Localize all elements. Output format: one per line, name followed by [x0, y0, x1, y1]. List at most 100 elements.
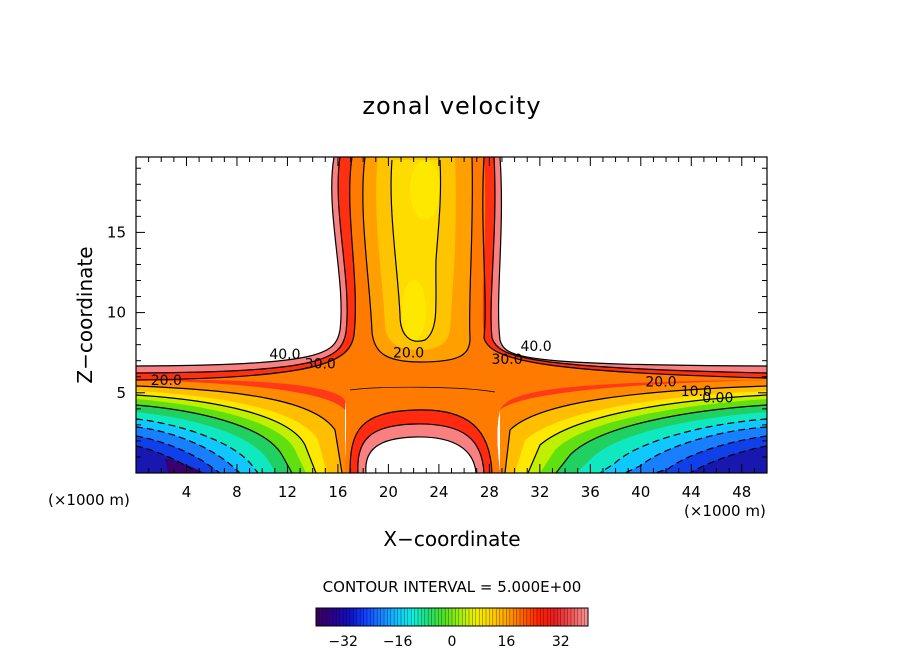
colorbar-swatch — [424, 608, 429, 626]
colorbar-swatch — [363, 608, 368, 626]
colorbar-swatch — [479, 608, 484, 626]
colorbar-tick-label: 32 — [552, 634, 570, 650]
colorbar-swatch — [506, 608, 511, 626]
colorbar-swatch — [435, 608, 439, 626]
colorbar-swatch — [574, 608, 579, 626]
x-tick-label: 44 — [682, 483, 701, 501]
colorbar-swatch — [411, 608, 416, 626]
x-unit-left: (×1000 m) — [48, 491, 130, 509]
x-tick-label: 8 — [232, 483, 242, 501]
colorbar-swatch — [353, 608, 358, 626]
y-axis-ticks: 5 10 15 — [107, 167, 767, 458]
colorbar-swatch — [513, 608, 518, 626]
y-axis-label: Z−coordinate — [73, 246, 97, 383]
colorbar-swatch — [339, 608, 344, 626]
colorbar-swatch — [377, 608, 382, 626]
colorbar-swatch — [486, 608, 490, 626]
colorbar-swatch — [401, 608, 405, 626]
x-tick-label: 12 — [278, 483, 297, 501]
contour-interval-text: CONTOUR INTERVAL = 5.000E+00 — [323, 578, 582, 596]
colorbar-swatch — [472, 608, 477, 626]
colorbar-swatch — [509, 608, 514, 626]
colorbar-swatch — [319, 608, 324, 626]
colorbar-swatch — [346, 608, 351, 626]
x-tick-label: 32 — [530, 483, 549, 501]
contour-label: 30.0 — [491, 352, 522, 368]
x-unit-right: (×1000 m) — [684, 502, 766, 520]
colorbar-swatch — [367, 608, 371, 626]
colorbar-swatch — [390, 608, 395, 626]
colorbar-swatch — [418, 608, 422, 626]
colorbar-swatch — [547, 608, 552, 626]
colorbar-swatch — [322, 608, 327, 626]
colorbar-swatch — [465, 608, 470, 626]
colorbar-swatch — [523, 608, 528, 626]
colorbar-swatch — [584, 608, 589, 626]
colorbar-swatch — [496, 608, 501, 626]
x-tick-label: 24 — [429, 483, 448, 501]
contour-label: 40.0 — [520, 339, 551, 355]
colorbar-swatch — [554, 608, 558, 626]
colorbar-tick-labels: −32 −16 0 16 32 — [328, 634, 569, 650]
colorbar-tick-label: 0 — [448, 634, 457, 650]
colorbar-swatch — [452, 608, 456, 626]
colorbar-swatch — [482, 608, 487, 626]
contour-label: 20.0 — [645, 374, 676, 390]
colorbar-swatch — [394, 608, 399, 626]
x-tick-label: 40 — [631, 483, 650, 501]
colorbar-swatch — [326, 608, 331, 626]
colorbar-swatch — [316, 608, 320, 626]
colorbar-swatch — [567, 608, 572, 626]
chart-title: zonal velocity — [362, 92, 541, 120]
colorbar-frame — [315, 607, 589, 627]
colorbar-tick-label: −16 — [383, 634, 413, 650]
colorbar-swatch — [503, 608, 507, 626]
colorbar-swatch — [516, 608, 521, 626]
colorbar-swatch — [520, 608, 524, 626]
colorbar-swatch — [543, 608, 548, 626]
y-tick-label: 5 — [116, 384, 126, 402]
contour-label: 30.0 — [305, 357, 336, 373]
colorbar-swatch — [530, 608, 535, 626]
x-axis-ticks: 4 8 12 16 20 24 28 32 36 40 44 48 — [148, 157, 755, 501]
x-tick-label: 36 — [581, 483, 600, 501]
colorbar-swatch — [462, 608, 467, 626]
plot-area: 40.030.020.020.0 30.040.020.010.00.00 — [136, 157, 767, 473]
contour-label: 10.0 — [681, 384, 712, 400]
contour-label: 0.00 — [702, 390, 733, 406]
colorbar-swatch — [384, 608, 388, 626]
colorbar-swatch — [431, 608, 436, 626]
colorbar-swatch — [438, 608, 443, 626]
colorbar-swatch — [387, 608, 392, 626]
x-tick-label: 4 — [182, 483, 192, 501]
colorbar-swatch — [560, 608, 565, 626]
colorbar-swatch — [428, 608, 433, 626]
colorbar-tick-label: −32 — [328, 634, 358, 650]
colorbar-swatch — [455, 608, 460, 626]
contour-lines — [136, 157, 767, 473]
colorbar-swatch — [571, 608, 575, 626]
colorbar-swatch — [370, 608, 375, 626]
x-tick-label: 16 — [328, 483, 347, 501]
colorbar-swatch — [441, 608, 446, 626]
colorbar-swatch — [445, 608, 450, 626]
colorbar-swatch — [356, 608, 361, 626]
x-axis-label: X−coordinate — [383, 527, 520, 551]
colorbar-swatch — [458, 608, 463, 626]
colorbar-swatch — [564, 608, 569, 626]
colorbar-swatch — [540, 608, 545, 626]
colorbar-swatch — [526, 608, 531, 626]
x-tick-label: 20 — [379, 483, 398, 501]
x-tick-label: 48 — [732, 483, 751, 501]
colorbar-swatch — [380, 608, 385, 626]
colorbar-swatch — [537, 608, 541, 626]
y-tick-label: 10 — [107, 304, 126, 322]
colorbar-swatch — [360, 608, 365, 626]
contour-labels: 40.030.020.020.0 30.040.020.010.00.00 — [151, 339, 734, 406]
colorbar-swatch — [550, 608, 555, 626]
colorbar-swatch — [333, 608, 337, 626]
colorbar-swatch — [557, 608, 562, 626]
colorbar-swatch — [489, 608, 494, 626]
colorbar-swatch — [343, 608, 348, 626]
